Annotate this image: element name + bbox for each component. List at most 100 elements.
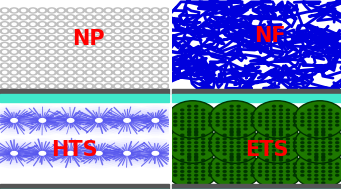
- Circle shape: [153, 23, 158, 25]
- Circle shape: [279, 113, 282, 115]
- Circle shape: [244, 117, 247, 119]
- Circle shape: [132, 15, 141, 20]
- Circle shape: [174, 117, 177, 119]
- Circle shape: [293, 163, 296, 165]
- Circle shape: [286, 138, 290, 140]
- Circle shape: [251, 117, 254, 119]
- Circle shape: [75, 8, 85, 13]
- Circle shape: [57, 22, 66, 27]
- Circle shape: [308, 167, 311, 169]
- Circle shape: [315, 182, 318, 184]
- Circle shape: [329, 178, 332, 180]
- Circle shape: [251, 138, 254, 140]
- Circle shape: [0, 29, 9, 34]
- Circle shape: [266, 146, 268, 147]
- Circle shape: [322, 159, 325, 161]
- Circle shape: [151, 49, 160, 54]
- Circle shape: [57, 15, 66, 20]
- Circle shape: [95, 152, 102, 155]
- Circle shape: [142, 15, 150, 20]
- Circle shape: [21, 16, 26, 19]
- Circle shape: [237, 105, 240, 107]
- Circle shape: [134, 44, 138, 46]
- Circle shape: [85, 77, 94, 82]
- Circle shape: [329, 149, 332, 151]
- Circle shape: [279, 157, 282, 159]
- Circle shape: [315, 113, 318, 115]
- Circle shape: [308, 117, 311, 119]
- Circle shape: [286, 113, 290, 115]
- Circle shape: [151, 56, 160, 61]
- Circle shape: [237, 138, 240, 140]
- Circle shape: [286, 142, 290, 143]
- Circle shape: [308, 146, 311, 147]
- Circle shape: [266, 167, 268, 169]
- Circle shape: [153, 57, 158, 60]
- Circle shape: [244, 153, 247, 155]
- Circle shape: [336, 171, 339, 172]
- Circle shape: [315, 130, 318, 132]
- Circle shape: [142, 56, 150, 61]
- Circle shape: [293, 117, 296, 119]
- Circle shape: [47, 108, 94, 133]
- Circle shape: [322, 138, 325, 140]
- Circle shape: [202, 174, 205, 176]
- Circle shape: [85, 63, 94, 68]
- Circle shape: [144, 78, 148, 81]
- Circle shape: [153, 85, 158, 87]
- Circle shape: [12, 51, 16, 53]
- Circle shape: [50, 51, 54, 53]
- Ellipse shape: [209, 126, 261, 163]
- Circle shape: [209, 167, 212, 169]
- Circle shape: [69, 44, 73, 46]
- Circle shape: [54, 144, 87, 163]
- Circle shape: [195, 182, 198, 184]
- Circle shape: [132, 42, 141, 47]
- Circle shape: [315, 132, 318, 134]
- Circle shape: [47, 29, 56, 34]
- Circle shape: [107, 142, 147, 164]
- Circle shape: [315, 142, 318, 143]
- Circle shape: [75, 56, 85, 61]
- Circle shape: [195, 109, 198, 111]
- Circle shape: [230, 121, 233, 122]
- Circle shape: [272, 156, 276, 157]
- Circle shape: [132, 77, 141, 82]
- Circle shape: [97, 23, 101, 25]
- Circle shape: [266, 138, 268, 140]
- Circle shape: [237, 134, 240, 136]
- Circle shape: [66, 49, 75, 54]
- Circle shape: [19, 108, 66, 133]
- Circle shape: [279, 159, 282, 161]
- Circle shape: [301, 113, 304, 115]
- Circle shape: [209, 142, 212, 143]
- Circle shape: [244, 159, 247, 161]
- Circle shape: [3, 9, 7, 12]
- Circle shape: [322, 134, 325, 136]
- Circle shape: [174, 138, 177, 140]
- Circle shape: [223, 178, 226, 180]
- Circle shape: [308, 159, 311, 161]
- Circle shape: [142, 36, 150, 41]
- Circle shape: [66, 15, 75, 20]
- Circle shape: [188, 157, 191, 159]
- Circle shape: [160, 42, 169, 47]
- Circle shape: [195, 117, 198, 119]
- Circle shape: [315, 156, 318, 157]
- Circle shape: [244, 128, 247, 130]
- Circle shape: [0, 22, 9, 27]
- Bar: [0, 184, 169, 189]
- Circle shape: [21, 85, 26, 87]
- Circle shape: [134, 64, 138, 67]
- Circle shape: [38, 42, 47, 47]
- Circle shape: [237, 159, 240, 161]
- Circle shape: [272, 163, 276, 165]
- Circle shape: [279, 149, 282, 151]
- Circle shape: [279, 138, 282, 140]
- Circle shape: [329, 124, 332, 126]
- Circle shape: [216, 142, 219, 143]
- Circle shape: [59, 57, 63, 60]
- Circle shape: [10, 63, 19, 68]
- Circle shape: [104, 140, 150, 166]
- Circle shape: [251, 142, 254, 143]
